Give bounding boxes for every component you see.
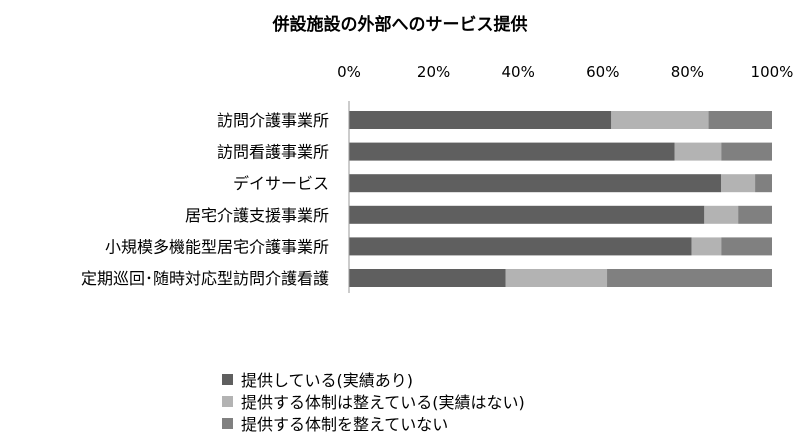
x-tick-label: 60%: [586, 63, 619, 81]
x-tick-label: 40%: [502, 63, 535, 81]
legend-item-not-ready: 提供する体制を整えていない: [222, 412, 525, 434]
bar-segment-3: [607, 269, 772, 287]
chart-legend: 提供している(実績あり) 提供する体制は整えている(実績はない) 提供する体制を…: [222, 368, 525, 434]
bar-segment-2: [691, 237, 722, 256]
bar-segment-1: [349, 111, 612, 129]
category-label: 訪問介護事業所: [217, 111, 329, 130]
legend-label-not-ready: 提供する体制を整えていない: [241, 415, 449, 434]
category-label: 訪問看護事業所: [217, 143, 329, 162]
bar-segment-3: [755, 174, 772, 193]
bar-segment-2: [721, 174, 756, 193]
legend-label-ready: 提供する体制は整えている(実績はない): [241, 393, 525, 412]
bar-segment-1: [349, 269, 506, 287]
category-label: 小規模多機能型居宅介護事業所: [105, 237, 329, 256]
category-label: 居宅介護支援事業所: [185, 206, 329, 225]
bar-segment-1: [349, 205, 705, 224]
legend-swatch-ready: [222, 395, 233, 407]
x-tick-label: 20%: [417, 63, 450, 81]
bar-segment-3: [708, 111, 772, 129]
legend-item-ready: 提供する体制は整えている(実績はない): [222, 390, 525, 412]
bar-segment-3: [738, 205, 772, 224]
bar-segment-1: [349, 237, 692, 256]
legend-swatch-provided: [222, 373, 233, 385]
x-tick-label: 80%: [671, 63, 704, 81]
category-label: 定期巡回･随時対応型訪問介護看護: [81, 269, 329, 288]
chart-title: 併設施設の外部へのサービス提供: [272, 15, 528, 35]
bar-segment-3: [721, 142, 772, 161]
bar-segment-3: [721, 237, 772, 256]
bar-segment-2: [611, 111, 709, 129]
legend-label-provided: 提供している(実績あり): [241, 371, 414, 390]
x-tick-label: 0%: [337, 63, 361, 81]
legend-item-provided: 提供している(実績あり): [222, 368, 525, 390]
x-tick-label: 100%: [751, 63, 794, 81]
category-label: デイサービス: [233, 174, 329, 193]
bar-segment-1: [349, 174, 722, 193]
bar-segment-2: [674, 142, 722, 161]
bar-segment-2: [505, 269, 608, 287]
legend-swatch-not-ready: [222, 417, 233, 429]
bar-segment-2: [704, 205, 739, 224]
bar-segment-1: [349, 142, 675, 161]
